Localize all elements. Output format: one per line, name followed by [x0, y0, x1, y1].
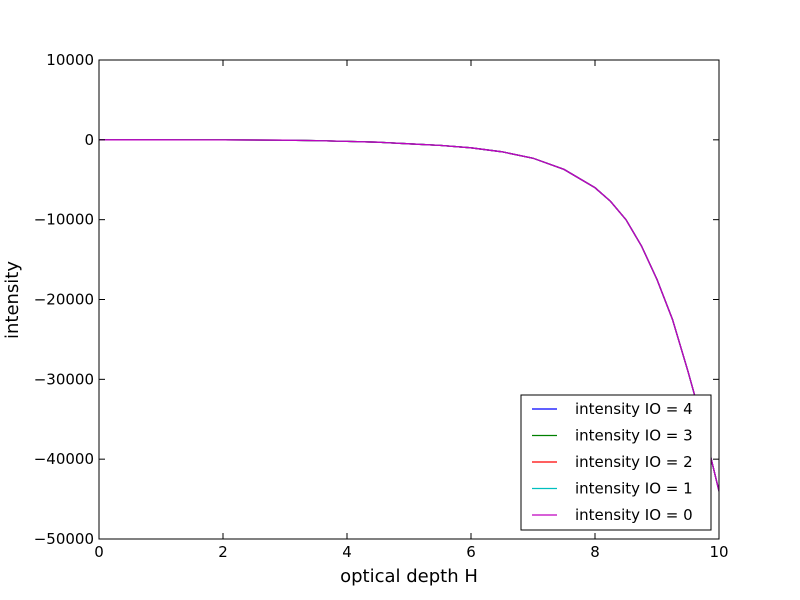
x-tick-label: 2	[218, 543, 228, 561]
y-tick-label: −20000	[34, 291, 94, 309]
x-tick-label: 0	[94, 543, 104, 561]
legend-items: intensity IO = 4 intensity IO = 3 intensit…	[532, 400, 693, 524]
x-tick-label: 6	[466, 543, 476, 561]
legend-label: intensity IO = 2	[575, 453, 693, 471]
x-tick-label: 4	[342, 543, 352, 561]
series-layer	[99, 139, 719, 492]
y-tick-label: −40000	[34, 450, 94, 468]
x-tick-label: 8	[590, 543, 600, 561]
y-tick-label: 10000	[46, 51, 94, 69]
legend-label: intensity IO = 1	[575, 480, 693, 498]
x-tick-label: 10	[709, 543, 728, 561]
legend-label: intensity IO = 4	[575, 400, 693, 418]
legend-label: intensity IO = 0	[575, 506, 693, 524]
series-line-4	[99, 139, 719, 492]
tick-layer: 0 2 4 6 8 10 10000 0 −10000 −20000 −30000 −40000 −50…	[34, 51, 729, 561]
x-axis-title: optical depth H	[340, 566, 478, 587]
y-axis-title: intensity	[2, 261, 23, 339]
y-tick-label: 0	[84, 131, 94, 149]
y-tick-label: −50000	[34, 530, 94, 548]
y-tick-label: −10000	[34, 211, 94, 229]
y-tick-label: −30000	[34, 370, 94, 388]
legend-label: intensity IO = 3	[575, 427, 693, 445]
legend: intensity IO = 4 intensity IO = 3 intensit…	[520, 394, 712, 531]
